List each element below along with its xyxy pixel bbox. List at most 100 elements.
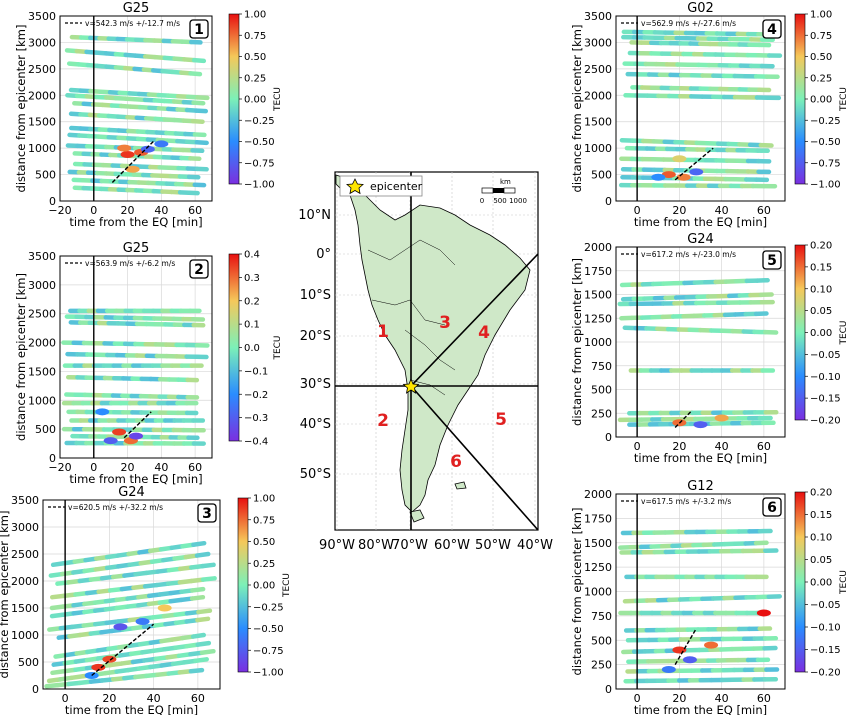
colorbar-tick-label: 0.20 xyxy=(810,488,832,499)
map-epicenter-star-icon xyxy=(402,377,420,394)
colorbar-tick-label: −0.15 xyxy=(810,394,841,405)
y-tick-label: 1500 xyxy=(28,116,56,129)
colorbar-tick-label: −0.50 xyxy=(253,624,284,635)
tec-track-segment xyxy=(195,616,211,623)
legend-label: v=617.5 m/s +/-3.2 m/s xyxy=(641,497,731,506)
map-panel: 10°N0°10°S20°S30°S40°S50°S90°W 80°W70°W 60… xyxy=(298,171,553,553)
tec-track-segment xyxy=(190,586,206,593)
colorbar-tick-label: −0.20 xyxy=(810,416,841,427)
y-tick-label: 0 xyxy=(605,683,612,696)
colorbar-tick-label: 0.75 xyxy=(810,31,832,42)
colorbar-tick-label: 0.50 xyxy=(244,52,266,63)
colorbar xyxy=(794,244,806,421)
colorbar-tick-label: −0.25 xyxy=(244,116,275,127)
colorbar-tick-label: −0.50 xyxy=(244,137,275,148)
tec-panel-4: 0 20 40 60 0 500 1000 1500 2000 2500 3000 3500 v=562… xyxy=(570,1,849,229)
tec-anomaly xyxy=(102,655,117,663)
tec-track-segment xyxy=(196,608,213,615)
tec-track-segment xyxy=(188,71,203,77)
y-tick-label: 750 xyxy=(591,610,612,623)
colorbar-tick-label: −0.50 xyxy=(810,137,841,148)
x-tick-label: 20 xyxy=(672,692,686,705)
tec-track-segment xyxy=(200,562,216,569)
scale-unit: km xyxy=(500,178,511,186)
y-tick-label: 2500 xyxy=(28,63,56,76)
tec-anomaly xyxy=(117,144,132,152)
colorbar-tick-label: 1.00 xyxy=(810,10,832,21)
plot-frame xyxy=(59,15,213,202)
y-tick-label: 1500 xyxy=(11,602,39,615)
scale-tick-0: 0 xyxy=(480,197,484,205)
y-tick-label: 500 xyxy=(18,656,39,669)
scale-tick-500: 500 xyxy=(493,197,506,205)
y-tick-label: 1250 xyxy=(584,312,612,325)
falkland-islands xyxy=(454,481,467,490)
y-axis-label: distance from epicenter [km] xyxy=(14,25,28,193)
colorbar-tick-label: −0.3 xyxy=(244,413,268,424)
tec-anomaly xyxy=(129,432,143,440)
colorbar-tick-label: 0.15 xyxy=(810,510,832,521)
y-tick-label: 1000 xyxy=(584,586,612,599)
y-tick-label: 2000 xyxy=(584,488,612,501)
x-tick-label: 20 xyxy=(121,461,135,474)
y-tick-label: 500 xyxy=(591,169,612,182)
x-tick-label: 60 xyxy=(757,204,771,217)
map-lon-tick: 50°W xyxy=(475,538,511,553)
y-tick-label: 750 xyxy=(591,360,612,373)
tec-track-segment xyxy=(199,648,216,655)
y-tick-label: 500 xyxy=(35,169,56,182)
x-tick-label: 40 xyxy=(154,204,168,217)
plot-frame xyxy=(615,15,786,202)
colorbar-label: TECU xyxy=(273,335,283,360)
map-lat-tick: 10°S xyxy=(300,288,331,303)
colorbar-tick-label: 0.10 xyxy=(810,533,832,544)
tec-panel-3: 0 20 40 60 0 500 1000 1500 2000 2500 3000 3500 v=620… xyxy=(0,485,292,715)
panel-title: G25 xyxy=(123,241,150,256)
y-tick-label: 3500 xyxy=(584,10,612,23)
y-tick-label: 0 xyxy=(605,195,612,208)
tec-track-segment xyxy=(200,576,217,582)
y-axis-label: distance from epicenter [km] xyxy=(0,511,11,679)
y-axis-label: distance from epicenter [km] xyxy=(570,258,584,426)
tec-track-segment xyxy=(195,95,210,101)
x-tick-label: 60 xyxy=(757,692,771,705)
y-tick-label: 3000 xyxy=(28,279,56,292)
region-label-5: 5 xyxy=(495,410,507,430)
tec-tracks xyxy=(61,308,210,446)
tec-panel-2: −20 0 20 40 600500100015002000250030003500v=… xyxy=(14,241,283,486)
tec-tracks xyxy=(44,540,217,689)
y-tick-label: 3500 xyxy=(11,494,39,507)
y-tick-label: 3000 xyxy=(584,36,612,49)
x-tick-label: 0 xyxy=(90,204,97,217)
map-legend: epicenter xyxy=(339,175,423,197)
legend-label: v=620.5 m/s +/-32.2 m/s xyxy=(68,503,163,512)
x-axis-label: time from the EQ [min] xyxy=(634,215,767,229)
x-tick-label: 40 xyxy=(154,461,168,474)
colorbar-tick-label: 0.15 xyxy=(810,262,832,273)
colorbar-label: TECU xyxy=(839,570,849,595)
colorbar xyxy=(794,491,806,673)
colorbar-tick-label: 0.00 xyxy=(244,95,266,106)
x-tick-label: 40 xyxy=(715,204,729,217)
y-tick-label: 1500 xyxy=(584,289,612,302)
colorbar-tick-label: −0.75 xyxy=(253,646,284,657)
plot-frame xyxy=(59,255,213,459)
panel-title: G25 xyxy=(123,1,150,16)
legend-label: v=617.2 m/s +/-23.0 m/s xyxy=(641,250,736,259)
colorbar-tick-label: 0.50 xyxy=(253,537,275,548)
y-tick-label: 1500 xyxy=(584,116,612,129)
x-axis-label: time from the EQ [min] xyxy=(65,703,198,715)
tec-anomaly xyxy=(95,408,110,416)
colorbar-tick-label: −0.05 xyxy=(810,600,841,611)
colorbar-tick-label: 0.20 xyxy=(810,241,832,252)
colorbar-tick-label: 0.4 xyxy=(244,250,260,261)
panel-badge-label: 6 xyxy=(767,500,777,516)
region-label-2: 2 xyxy=(377,411,389,431)
x-tick-label: 60 xyxy=(188,461,202,474)
y-tick-label: 500 xyxy=(591,634,612,647)
x-axis-label: time from the EQ [min] xyxy=(634,703,767,715)
tec-track-segment xyxy=(194,140,209,146)
panel-title: G24 xyxy=(118,485,145,500)
tec-anomaly xyxy=(714,414,729,422)
colorbar-tick-label: 0.0 xyxy=(244,343,260,354)
